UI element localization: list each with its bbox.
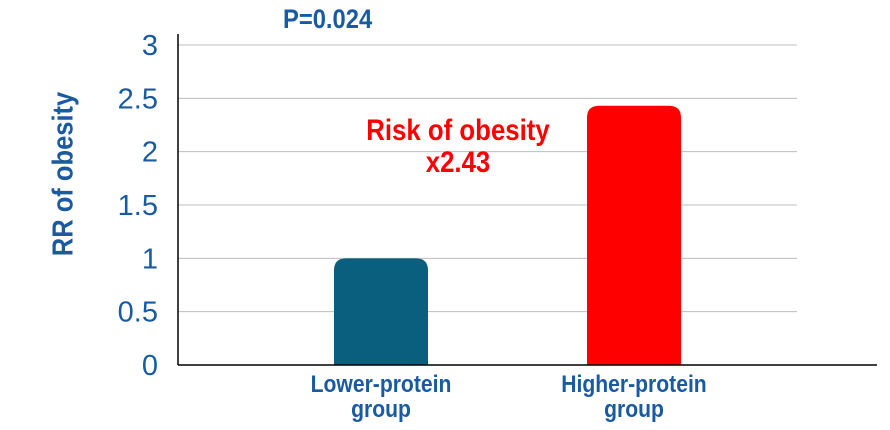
y-tick-label: 1 (142, 243, 158, 275)
y-tick-label: 2 (142, 137, 158, 169)
gridlines (178, 44, 797, 313)
y-tick-labels: 0 0.5 1 1.5 2 2.5 3 (118, 30, 158, 382)
annotation-line-1: Risk of obesity (366, 114, 550, 147)
y-tick-label: 3 (142, 30, 158, 62)
p-value-title: P=0.024 (283, 4, 373, 34)
y-axis-label: RR of obesity (47, 91, 80, 257)
bar-higher-protein (587, 105, 681, 366)
annotation-line-2: x2.43 (425, 146, 491, 179)
x-category-label: Higher-protein (561, 371, 706, 398)
x-category-label: group (604, 396, 664, 423)
y-tick-label: 2.5 (118, 83, 158, 115)
x-category-label: group (351, 396, 411, 423)
x-category-label: Lower-protein (311, 371, 452, 398)
bar-lower-protein (334, 258, 428, 365)
y-tick-label: 0 (142, 350, 158, 382)
y-tick-label: 0.5 (118, 297, 158, 329)
axes (177, 34, 877, 366)
bars (334, 105, 681, 366)
risk-annotation: Risk of obesity x2.43 (366, 115, 550, 179)
y-tick-label: 1.5 (118, 190, 158, 222)
